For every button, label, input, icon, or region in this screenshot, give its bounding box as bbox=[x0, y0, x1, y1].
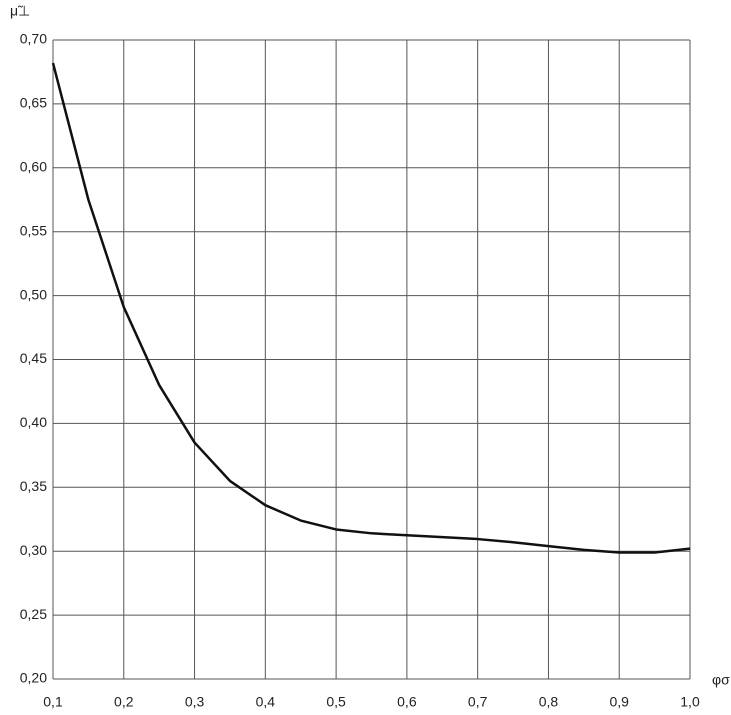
y-tick-label: 0,60 bbox=[20, 159, 47, 175]
y-tick-label: 0,65 bbox=[20, 95, 47, 111]
y-tick-label: 0,25 bbox=[20, 606, 47, 622]
y-tick-label: 0,20 bbox=[20, 670, 47, 686]
y-tick-label: 0,35 bbox=[20, 478, 47, 494]
y-tick-label: 0,55 bbox=[20, 222, 47, 238]
x-tick-label: 0,2 bbox=[114, 694, 134, 710]
x-tick-label: 0,5 bbox=[326, 694, 346, 710]
x-tick-label: 1,0 bbox=[680, 694, 700, 710]
x-tick-label: 0,9 bbox=[609, 694, 629, 710]
y-tick-label: 0,50 bbox=[20, 286, 47, 302]
y-tick-label: 0,45 bbox=[20, 350, 47, 366]
x-tick-label: 0,3 bbox=[185, 694, 205, 710]
x-tick-label: 0,1 bbox=[43, 694, 63, 710]
y-tick-label: 0,40 bbox=[20, 414, 47, 430]
x-tick-label: 0,6 bbox=[397, 694, 417, 710]
x-tick-label: 0,4 bbox=[256, 694, 276, 710]
x-tick-label: 0,7 bbox=[468, 694, 488, 710]
data-line bbox=[51, 62, 691, 554]
x-axis-label: φσ bbox=[712, 672, 730, 688]
x-tick-label: 0,8 bbox=[539, 694, 559, 710]
y-axis-label: μ̃⊥ bbox=[10, 3, 30, 19]
y-tick-label: 0,70 bbox=[20, 31, 47, 47]
y-tick-label: 0,30 bbox=[20, 542, 47, 558]
